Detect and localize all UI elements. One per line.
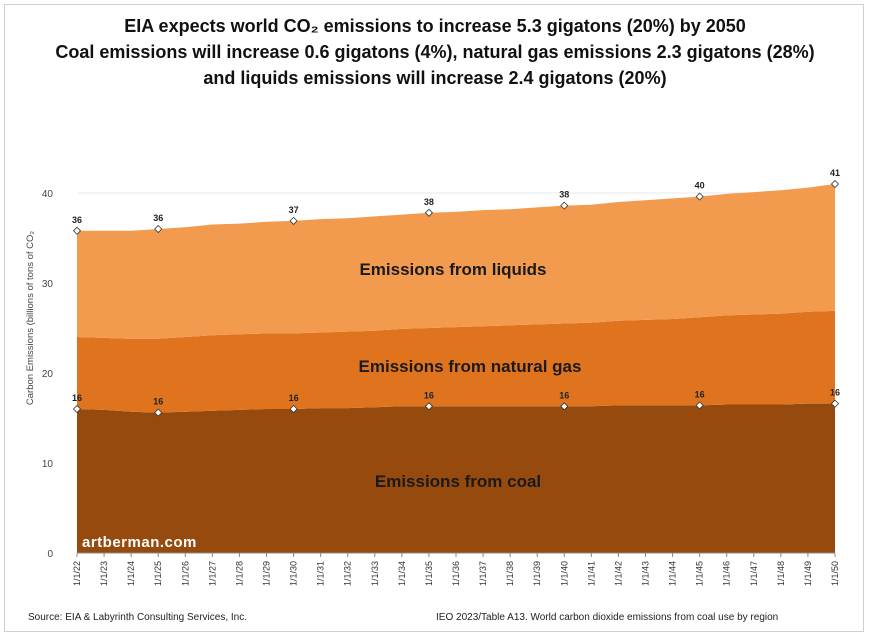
x-tick-label: 1/1/37 [478,561,488,586]
x-tick-label: 1/1/24 [126,561,136,586]
total-point-marker [424,208,433,217]
y-tick-label: 20 [42,369,54,380]
coal-data-label: 16 [424,390,434,400]
coal-data-label: 16 [830,388,840,398]
x-tick-label: 1/1/36 [451,561,461,586]
x-tick-label: 1/1/49 [803,561,813,586]
x-tick-label: 1/1/27 [207,561,217,586]
area-label: Emissions from liquids [359,260,546,279]
table-reference-note: IEO 2023/Table A13. World carbon dioxide… [436,612,779,623]
x-tick-label: 1/1/30 [289,561,299,586]
chart-title-line-2: Coal emissions will increase 0.6 gigaton… [55,42,815,62]
total-point-marker [695,192,704,201]
coal-point-marker [424,402,433,411]
watermark-text: artberman.com [82,534,197,551]
area-label: Emissions from coal [375,472,541,491]
x-tick-label: 1/1/48 [776,561,786,586]
x-tick-label: 1/1/35 [424,561,434,586]
coal-point-marker [695,401,704,410]
x-tick-label: 1/1/39 [532,561,542,586]
liquids-area [77,184,835,339]
x-tick-label: 1/1/25 [153,561,163,586]
coal-point-marker [830,399,840,408]
coal-point-marker [154,408,163,417]
x-tick-label: 1/1/33 [370,561,380,586]
coal-data-label: 16 [72,393,82,403]
coal-data-label: 16 [695,389,705,399]
y-tick-label: 40 [42,189,54,200]
total-point-marker [289,216,298,225]
y-tick-label: 30 [42,279,54,290]
coal-data-label: 16 [559,390,569,400]
x-tick-label: 1/1/34 [397,561,407,586]
total-data-label: 38 [424,197,434,207]
total-point-marker [154,224,163,234]
x-tick-label: 1/1/40 [559,561,569,586]
axis-layer: 0 10 20 30 40 1/1/22 1/1/23 1/1/24 1/1/25 1/1/26 1… [42,189,840,586]
x-tick-label: 1/1/41 [586,561,596,586]
x-tick-label: 1/1/28 [234,561,244,586]
x-tick-label: 1/1/23 [99,561,109,586]
x-tick-label: 1/1/32 [343,561,353,586]
total-data-label: 36 [72,215,82,225]
x-tick-label: 1/1/31 [316,561,326,586]
x-tick-label: 1/1/47 [749,561,759,586]
total-data-label: 37 [289,205,299,215]
y-tick-label: 0 [47,549,53,560]
total-data-label: 41 [830,168,840,178]
x-tick-label: 1/1/45 [695,561,705,586]
coal-data-label: 16 [289,393,299,403]
y-axis-label: Carbon Emissions (billions of tons of CO… [25,231,36,406]
coal-point-marker [289,404,298,414]
total-point-marker [560,201,569,210]
total-data-label: 38 [559,190,569,200]
coal-data-label: 16 [153,397,163,407]
coal-point-marker [72,404,82,414]
total-data-label: 40 [695,181,705,191]
label-layer: 36 16 36 16 37 16 38 16 38 16 40 16 41 16 Emissions fr… [72,168,840,491]
marker-layer [72,179,840,417]
x-tick-label: 1/1/42 [613,561,623,586]
x-tick-label: 1/1/43 [641,561,651,586]
area-layer [77,184,835,553]
chart-title-line-3: and liquids emissions will increase 2.4 … [203,68,667,88]
y-tick-label: 10 [42,459,54,470]
coal-point-marker [560,402,569,411]
emissions-area-chart: 0 10 20 30 40 1/1/22 1/1/23 1/1/24 1/1/25 1/1/26 1… [25,168,840,586]
total-point-marker [830,179,840,189]
source-note: Source: EIA & Labyrinth Consulting Servi… [28,612,247,623]
x-tick-label: 1/1/38 [505,561,515,586]
natural-gas-area [77,310,835,413]
x-tick-label: 1/1/26 [180,561,190,586]
area-label: Emissions from natural gas [359,357,582,376]
total-point-marker [72,226,82,235]
x-tick-label: 1/1/50 [830,561,840,586]
x-tick-label: 1/1/29 [262,561,272,586]
x-tick-label: 1/1/46 [722,561,732,586]
x-tick-label: 1/1/44 [668,561,678,586]
total-data-label: 36 [153,213,163,223]
coal-area [77,403,835,553]
chart-title-line-1: EIA expects world CO₂ emissions to incre… [124,16,746,36]
x-tick-label: 1/1/22 [72,561,82,586]
